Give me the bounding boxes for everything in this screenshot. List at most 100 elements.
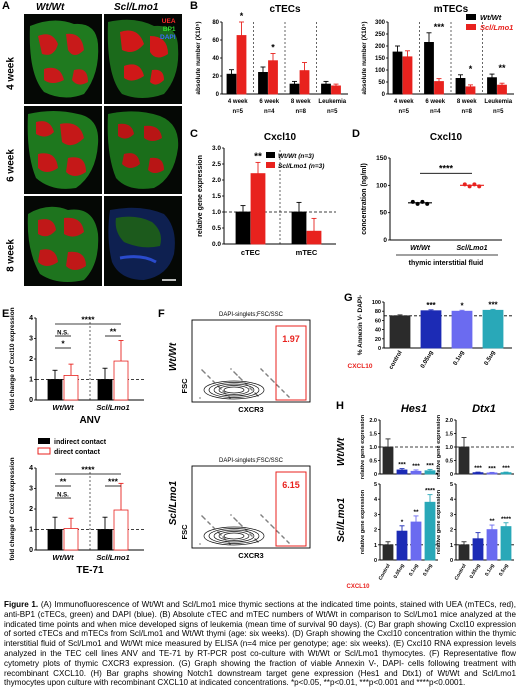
panel-f-scl-event bbox=[245, 529, 247, 531]
panel-f-wt-event bbox=[217, 385, 219, 387]
panel-e-te71-xtick-label: Scl/Lmo1 bbox=[96, 553, 129, 562]
panel-h-chart: Hes1 Dtx1 Wt/Wt Scl/Lmo1 relative gene expre… bbox=[336, 403, 514, 590]
panel-f-wt-contour bbox=[208, 382, 260, 398]
panel-e-anv-sig: * bbox=[61, 339, 65, 349]
panel-f-wt-event bbox=[262, 370, 264, 372]
panel-e-label: E bbox=[2, 308, 10, 320]
panel-d-y-tick-label: 0 bbox=[383, 237, 387, 244]
panel-f-scl-contour bbox=[213, 529, 255, 543]
panel-b-ctec-sig: * bbox=[240, 11, 244, 21]
panel-h-xtick-label: 0.5ug bbox=[422, 563, 434, 577]
panel-f-scl-event bbox=[271, 525, 273, 527]
panel-f-wt-plot-frame bbox=[191, 319, 311, 403]
panel-f-wt-event bbox=[287, 395, 289, 397]
panel-g-label: G bbox=[344, 292, 353, 304]
panel-e-anv-direct-bar bbox=[63, 375, 79, 401]
panel-f-wt-event bbox=[223, 391, 225, 393]
panel-f-scl-event bbox=[286, 540, 288, 542]
stain-bp1-label: BP1 bbox=[162, 26, 176, 33]
panel-f-wt-event bbox=[201, 369, 203, 371]
panel-f-wt-event bbox=[278, 386, 280, 388]
panel-a-row-4wk: 4 week bbox=[5, 57, 17, 90]
panel-h-scl-hes1-y-tick-label: 1 bbox=[374, 543, 377, 549]
panel-f-chart: DAPI-singlets;FSC/SSC1.97CXCR3FSCWt/WtDA… bbox=[168, 312, 311, 560]
panel-c-title: Cxcl10 bbox=[264, 132, 297, 143]
panel-e-te71-y-tick-label: 4 bbox=[29, 465, 33, 472]
panel-b-mtec-sig: * bbox=[469, 64, 473, 74]
panel-f-wt-event bbox=[283, 391, 285, 393]
panel-h-xtick-label: 0.1ug bbox=[408, 563, 420, 577]
panel-b-mtec-wt-bar bbox=[424, 42, 434, 95]
panel-f-wt-event bbox=[266, 374, 268, 376]
panel-d-chart: Cxcl10 concentration (ng/ml) 0 50 100 150 Wt/W… bbox=[361, 132, 502, 267]
panel-h-wt-dtx1-ylabel: relative gene expression bbox=[436, 414, 442, 479]
panel-f-wt-event bbox=[235, 373, 237, 375]
panel-e-anv-sig: ** bbox=[110, 327, 117, 337]
panel-f-wt-event bbox=[260, 368, 262, 370]
panel-e-anv-direct-bar bbox=[113, 360, 129, 401]
panel-f-scl-event bbox=[283, 537, 285, 539]
panel-b-mtec-xtick-label: 4 week bbox=[394, 99, 414, 105]
panel-h-scl-dtx1-y-tick-label: 4 bbox=[450, 497, 454, 503]
panel-h-wt-dtx1-y-tick-label: 1.0 bbox=[445, 445, 453, 451]
panel-g-y-tick-label: 60 bbox=[375, 318, 381, 324]
panel-b-mtec-wt-bar bbox=[487, 77, 497, 95]
panel-f-wt-event bbox=[218, 386, 220, 388]
panel-f-scl-event bbox=[207, 521, 209, 523]
panel-f-scl-event bbox=[212, 526, 214, 528]
panel-h-scl-dtx1-y-tick-label: 0 bbox=[450, 558, 453, 564]
panel-e-te71-direct-bar bbox=[63, 528, 79, 551]
panel-f-scl-xlabel: CXCR3 bbox=[238, 551, 263, 560]
panel-d-y-tick-label: 150 bbox=[376, 155, 387, 162]
panel-h-scl-hes1-sig: * bbox=[401, 519, 404, 526]
panel-c-legend-scl: Scl/Lmo1 (n=3) bbox=[278, 163, 324, 170]
panel-f-scl-contour bbox=[208, 528, 260, 544]
panel-f-wt-event bbox=[277, 385, 279, 387]
panel-b-ctec-n-label: n=4 bbox=[264, 109, 275, 115]
panel-b-mtec-xtick-label: 6 week bbox=[425, 99, 445, 105]
panel-f-scl-event bbox=[272, 526, 274, 528]
panel-c-chart: Cxcl10 relative gene expression 0.0 0.5 1.0 1… bbox=[197, 132, 336, 257]
panel-b-mtec-n-label: n=8 bbox=[461, 109, 472, 115]
panel-f-wt-ylabel: FSC bbox=[180, 378, 189, 394]
panel-f-label: F bbox=[158, 308, 165, 320]
panel-c-legend-wt-swatch bbox=[266, 152, 275, 158]
legend-scl-label: Scl/Lmo1 bbox=[480, 23, 513, 32]
panel-g-chart: % Annexin V- DAPI- 020406080100control***… bbox=[348, 295, 512, 371]
panel-g-y-tick-label: 100 bbox=[372, 300, 381, 306]
panel-h-scl-hes1-y-tick-label: 3 bbox=[374, 512, 377, 518]
panel-f-wt-event bbox=[199, 397, 201, 399]
panel-f-wt-event bbox=[230, 368, 232, 370]
panel-f-scl-ylabel: FSC bbox=[180, 524, 189, 540]
panel-d-point bbox=[420, 199, 425, 204]
panel-a-micrographs bbox=[24, 14, 182, 286]
panel-f-wt-event bbox=[272, 380, 274, 382]
panel-e-te71-y-tick-label: 0 bbox=[29, 547, 33, 554]
panel-e-te71-y-tick-label: 2 bbox=[29, 506, 33, 513]
panel-h-wt-dtx1-y-tick-label: 1.5 bbox=[445, 432, 453, 438]
panel-b-ctec-n-label: n=5 bbox=[232, 109, 243, 115]
panel-e-te71-y-tick-label: 3 bbox=[29, 486, 33, 493]
panel-h-wt-dtx1-bar bbox=[458, 446, 470, 475]
panel-e-anv-y-tick-label: 4 bbox=[29, 315, 33, 322]
panel-h-wt-dtx1-sig: *** bbox=[474, 465, 482, 472]
panel-c-y-tick-label: 1.0 bbox=[212, 209, 221, 216]
panel-h-scl-hes1-sig: **** bbox=[425, 488, 436, 495]
panel-c-y-tick-label: 2.5 bbox=[212, 161, 221, 168]
panel-f-wt-contour bbox=[213, 383, 255, 397]
panel-f-scl-row-label: Scl/Lmo1 bbox=[168, 480, 179, 525]
panel-c-y-tick-label: 3.0 bbox=[212, 145, 221, 152]
panel-h-xtick-label: Control bbox=[378, 562, 392, 581]
panel-h-wt-dtx1-y-tick-label: 0.5 bbox=[445, 459, 453, 465]
panel-c-label: C bbox=[190, 128, 198, 140]
panel-h-scl-dtx1-y-tick-label: 2 bbox=[450, 528, 453, 534]
panel-b-ctec-wt-bar bbox=[226, 73, 237, 95]
panel-e-anv-y-tick-label: 1 bbox=[29, 377, 33, 384]
panel-f-scl-event bbox=[218, 532, 220, 534]
stain-uea-label: UEA bbox=[161, 18, 176, 25]
panel-b-mtec-n-label: n=4 bbox=[430, 109, 441, 115]
panel-f-wt-event bbox=[224, 392, 226, 394]
panel-b-mtec-scl-bar bbox=[434, 81, 444, 95]
panel-f-scl-event bbox=[203, 517, 205, 519]
panel-h-gene-dtx1: Dtx1 bbox=[472, 403, 496, 415]
